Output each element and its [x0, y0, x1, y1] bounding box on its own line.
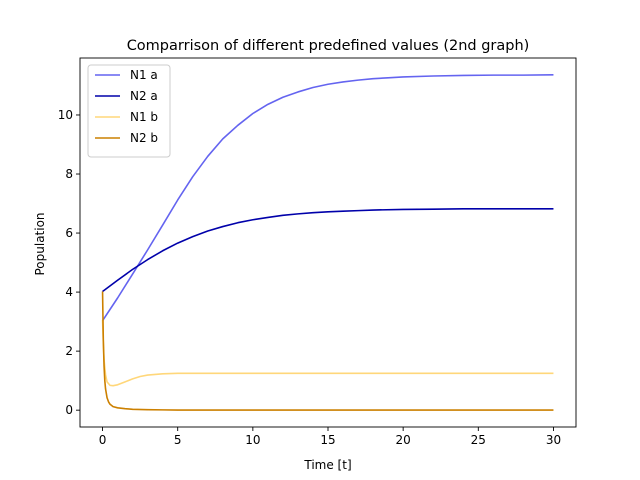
x-axis-label: Time [t]	[303, 458, 351, 472]
series-line-1	[101, 74, 554, 322]
x-tick-label: 30	[546, 433, 561, 447]
legend: N1 a N2 a N1 b N2 b	[87, 64, 171, 158]
legend-label-4: N2 b	[130, 131, 158, 145]
legend-label-1: N1 a	[130, 68, 158, 82]
chart-title: Comparrison of different predefined valu…	[127, 38, 530, 54]
x-tick-label: 20	[396, 433, 411, 447]
x-tick-label: 5	[174, 433, 182, 447]
y-tick-label: 10	[58, 108, 73, 122]
y-tick-label: 2	[65, 344, 73, 358]
x-tick-label: 25	[471, 433, 486, 447]
y-tick-label: 6	[65, 226, 73, 240]
series-layer	[101, 74, 554, 411]
x-tick-label: 15	[320, 433, 335, 447]
legend-label-2: N2 a	[130, 89, 158, 103]
legend-label-3: N1 b	[130, 110, 158, 124]
axes-layer: 0 5 10 15 20 25 30 0 2 4 6 8 10	[58, 57, 577, 447]
y-tick-label: 0	[65, 403, 73, 417]
y-axis-label: Population	[33, 212, 47, 275]
series-line-3	[101, 320, 554, 387]
y-tick-label: 8	[65, 167, 73, 181]
series-line-4	[101, 291, 554, 411]
x-tick-label: 10	[245, 433, 260, 447]
legend-box	[87, 64, 171, 158]
series-line-2	[102, 208, 554, 293]
y-tick-label: 4	[65, 285, 73, 299]
x-tick-label: 0	[99, 433, 107, 447]
